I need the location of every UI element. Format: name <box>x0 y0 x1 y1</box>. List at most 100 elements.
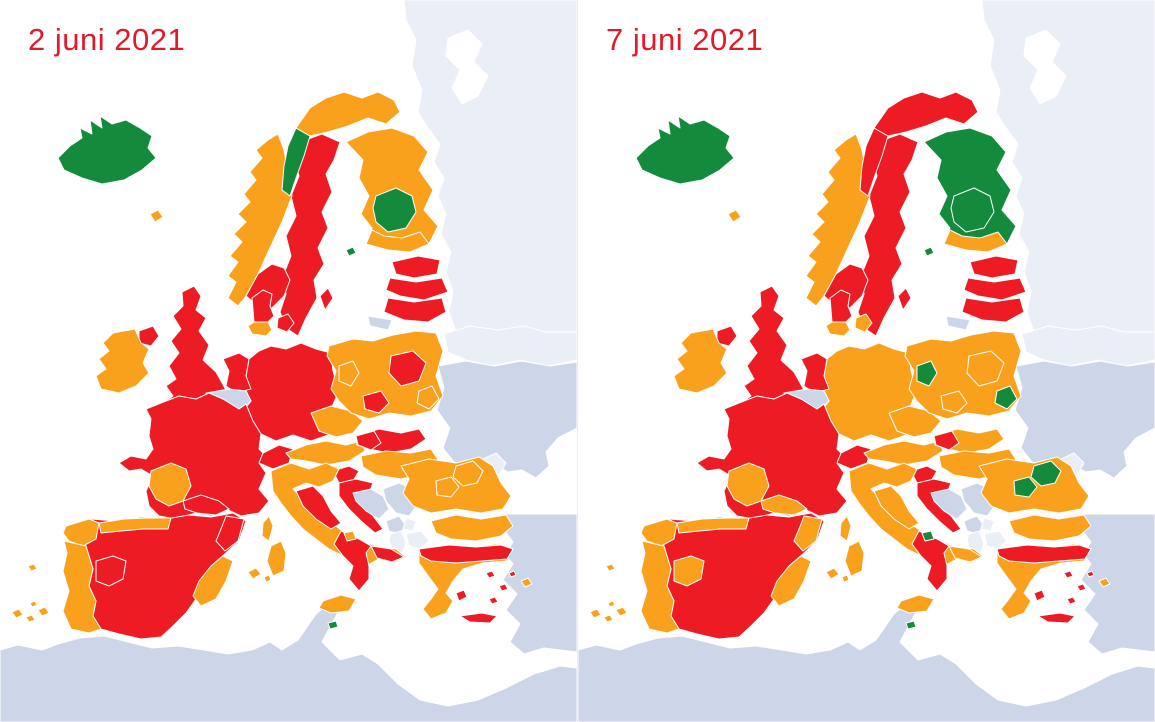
region-turkey <box>1080 513 1155 655</box>
region-norway_troms <box>859 127 889 197</box>
region-czech <box>310 405 364 438</box>
region-italy_molise <box>921 530 935 542</box>
region-madeira <box>605 563 616 572</box>
region-sweden <box>857 133 919 337</box>
region-balearics <box>825 567 850 583</box>
region-africa <box>578 603 1155 722</box>
region-bosnia <box>930 488 968 520</box>
region-austria <box>285 440 366 466</box>
region-italy_base <box>848 462 985 592</box>
region-montenegro <box>963 515 985 535</box>
region-denmark_south <box>825 321 851 337</box>
region-finland_south <box>365 229 430 253</box>
region-greece_base <box>418 543 514 620</box>
region-kosovo <box>402 517 417 532</box>
region-gotland <box>319 287 334 311</box>
region-ireland <box>673 328 728 394</box>
region-belarus <box>443 325 577 367</box>
region-sardinia <box>266 540 287 577</box>
region-poland_green_w <box>338 360 360 387</box>
region-crete <box>1037 612 1076 624</box>
region-poland_green_se <box>994 385 1018 410</box>
region-bulgaria <box>1008 514 1092 542</box>
region-sardinia <box>844 540 865 577</box>
region-spain_north <box>98 517 172 534</box>
region-france_south <box>760 494 808 516</box>
region-spain_catalonia <box>215 515 245 552</box>
region-rhodes <box>520 577 533 588</box>
region-athens <box>455 589 468 602</box>
region-slovenia <box>332 465 360 484</box>
region-estonia <box>969 255 1019 279</box>
region-romania_center <box>1013 476 1038 498</box>
region-spain_west <box>673 555 705 587</box>
region-spain_north <box>676 517 750 534</box>
region-malta <box>905 620 917 630</box>
region-iceland <box>57 115 157 185</box>
region-aegean <box>1063 570 1095 605</box>
region-poland_south2 <box>362 390 390 414</box>
region-slovakia_west <box>933 430 960 451</box>
region-ukraine <box>1014 360 1155 479</box>
region-nmacedonia <box>983 530 1008 550</box>
region-rhodes <box>1098 577 1111 588</box>
region-bulgaria <box>430 514 514 542</box>
region-belarus <box>1021 325 1155 367</box>
region-sicily <box>896 594 935 614</box>
region-france_south <box>182 494 230 516</box>
region-italy_cw <box>295 485 342 530</box>
region-lithuania <box>383 297 447 323</box>
region-denmark_south <box>247 321 273 337</box>
region-aegean <box>485 570 517 605</box>
region-aland <box>345 246 357 257</box>
region-romania_center <box>435 476 460 498</box>
region-poland_east <box>388 350 427 387</box>
region-kaliningrad <box>945 315 971 331</box>
region-poland_green_se <box>416 385 440 410</box>
region-switzerland <box>836 444 872 470</box>
region-romania_ne <box>1030 460 1062 487</box>
region-netherlands <box>800 352 830 394</box>
region-gotland <box>897 287 912 311</box>
region-corsica <box>839 515 852 542</box>
region-romania_ne <box>452 460 484 487</box>
region-zealand <box>276 313 295 333</box>
region-finland_center <box>372 187 417 233</box>
map-panel-left: 2 juni 2021 <box>0 0 578 722</box>
region-estonia <box>391 255 441 279</box>
region-latvia <box>385 277 449 301</box>
region-poland_east <box>966 350 1005 387</box>
region-ireland <box>95 328 150 394</box>
region-spain_east <box>192 555 234 607</box>
region-poland_south2 <box>940 390 968 414</box>
region-netherlands <box>222 352 252 394</box>
region-finland_south <box>943 229 1008 253</box>
region-norway_troms <box>281 127 311 197</box>
map-date-left: 2 juni 2021 <box>28 22 186 57</box>
map-date-right: 7 juni 2021 <box>606 22 764 57</box>
region-athens <box>1033 589 1046 602</box>
region-latvia <box>963 277 1027 301</box>
region-sicily <box>318 594 357 614</box>
region-lithuania <box>961 297 1025 323</box>
region-turkey <box>502 513 577 655</box>
region-spain_galicia <box>640 518 678 547</box>
region-ukraine <box>436 360 577 479</box>
region-africa <box>0 603 577 722</box>
region-malta <box>327 620 339 630</box>
region-greece_base <box>996 543 1092 620</box>
region-faroe <box>149 209 164 223</box>
region-greece_north <box>996 544 1092 564</box>
region-portugal <box>62 540 102 634</box>
region-iceland <box>635 115 735 185</box>
region-russia <box>403 0 577 333</box>
region-bosnia <box>352 488 390 520</box>
region-italy_base <box>270 462 407 592</box>
region-italy_heel <box>370 545 405 563</box>
region-nmacedonia <box>405 530 430 550</box>
map-panel-right: 7 juni 2021 <box>578 0 1155 722</box>
region-greece_north <box>418 544 514 564</box>
region-russia <box>981 0 1155 333</box>
region-sweden <box>279 133 341 337</box>
